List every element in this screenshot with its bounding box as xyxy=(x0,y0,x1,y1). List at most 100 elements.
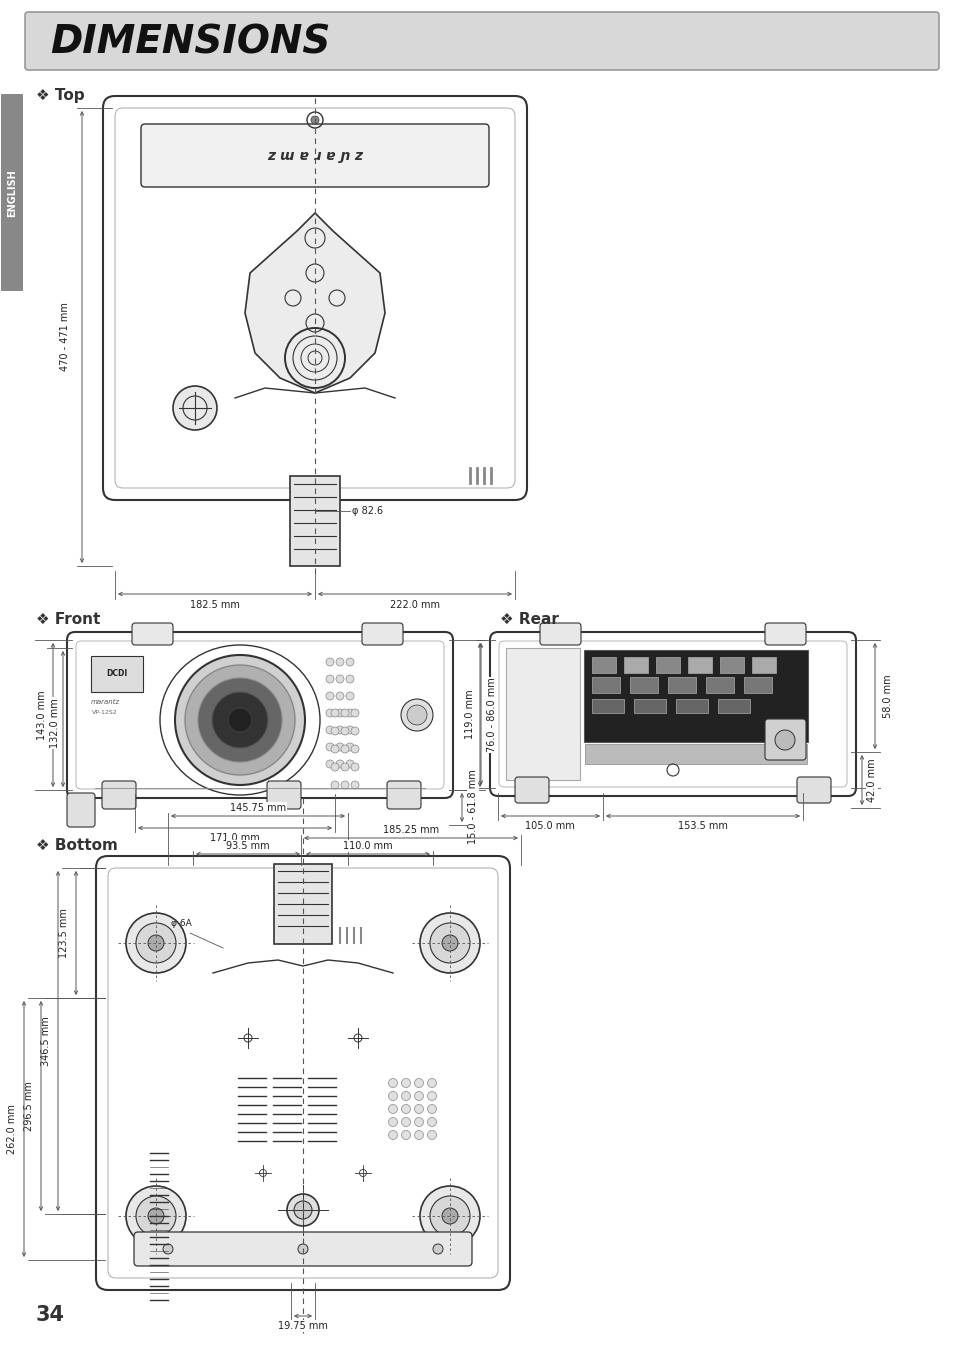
Circle shape xyxy=(346,692,354,700)
Circle shape xyxy=(198,678,282,762)
Circle shape xyxy=(401,1117,410,1127)
Text: 185.25 mm: 185.25 mm xyxy=(382,825,438,835)
Circle shape xyxy=(126,913,186,973)
Circle shape xyxy=(297,1244,308,1254)
FancyBboxPatch shape xyxy=(267,781,301,809)
FancyBboxPatch shape xyxy=(505,648,579,780)
Text: 145.75 mm: 145.75 mm xyxy=(230,802,286,813)
Circle shape xyxy=(346,725,354,734)
Circle shape xyxy=(340,781,349,789)
Circle shape xyxy=(346,709,354,717)
Circle shape xyxy=(287,1194,318,1225)
FancyBboxPatch shape xyxy=(515,777,548,802)
Circle shape xyxy=(414,1078,423,1088)
Circle shape xyxy=(407,705,427,725)
FancyBboxPatch shape xyxy=(387,781,420,809)
FancyBboxPatch shape xyxy=(67,632,453,798)
Circle shape xyxy=(346,743,354,751)
Text: 182.5 mm: 182.5 mm xyxy=(190,600,240,611)
Circle shape xyxy=(414,1105,423,1113)
Circle shape xyxy=(346,676,354,684)
FancyBboxPatch shape xyxy=(96,857,510,1290)
Circle shape xyxy=(340,709,349,717)
Circle shape xyxy=(326,658,334,666)
FancyBboxPatch shape xyxy=(592,698,623,713)
FancyBboxPatch shape xyxy=(25,12,938,70)
FancyBboxPatch shape xyxy=(629,677,658,693)
Circle shape xyxy=(414,1092,423,1101)
Text: ❖ Bottom: ❖ Bottom xyxy=(36,838,118,852)
FancyBboxPatch shape xyxy=(141,124,489,186)
Text: 346.5 mm: 346.5 mm xyxy=(41,1016,51,1066)
FancyBboxPatch shape xyxy=(743,677,771,693)
Circle shape xyxy=(335,761,344,767)
Text: 470 - 471 mm: 470 - 471 mm xyxy=(60,303,70,372)
Circle shape xyxy=(163,1244,172,1254)
Circle shape xyxy=(414,1131,423,1139)
Circle shape xyxy=(331,744,338,753)
Circle shape xyxy=(441,1208,457,1224)
Circle shape xyxy=(326,676,334,684)
Text: marantz: marantz xyxy=(91,698,119,705)
Circle shape xyxy=(388,1105,397,1113)
Circle shape xyxy=(335,692,344,700)
Circle shape xyxy=(427,1078,436,1088)
Text: 105.0 mm: 105.0 mm xyxy=(524,821,575,831)
FancyBboxPatch shape xyxy=(583,650,807,742)
FancyBboxPatch shape xyxy=(705,677,733,693)
Circle shape xyxy=(185,665,294,775)
Circle shape xyxy=(326,709,334,717)
Circle shape xyxy=(331,781,338,789)
Circle shape xyxy=(351,781,358,789)
Circle shape xyxy=(340,727,349,735)
Circle shape xyxy=(136,923,175,963)
Text: 222.0 mm: 222.0 mm xyxy=(390,600,439,611)
Circle shape xyxy=(427,1117,436,1127)
Circle shape xyxy=(351,727,358,735)
Text: ENGLISH: ENGLISH xyxy=(7,169,17,218)
Circle shape xyxy=(326,761,334,767)
FancyBboxPatch shape xyxy=(751,657,775,673)
FancyBboxPatch shape xyxy=(91,657,143,692)
Circle shape xyxy=(335,725,344,734)
FancyBboxPatch shape xyxy=(133,1232,472,1266)
Circle shape xyxy=(388,1078,397,1088)
FancyBboxPatch shape xyxy=(592,677,619,693)
FancyBboxPatch shape xyxy=(634,698,665,713)
FancyBboxPatch shape xyxy=(764,719,805,761)
Text: ❖ Front: ❖ Front xyxy=(36,612,100,627)
Circle shape xyxy=(331,709,338,717)
Text: DIMENSIONS: DIMENSIONS xyxy=(50,23,330,61)
Circle shape xyxy=(351,763,358,771)
Text: 34: 34 xyxy=(36,1305,65,1325)
Text: 143.0 mm: 143.0 mm xyxy=(37,690,47,740)
Circle shape xyxy=(419,913,479,973)
FancyBboxPatch shape xyxy=(290,476,339,566)
Text: 119.0 mm: 119.0 mm xyxy=(464,689,475,739)
Text: φ 6A: φ 6A xyxy=(171,919,192,928)
Text: 42.0 mm: 42.0 mm xyxy=(866,758,876,801)
Text: 262.0 mm: 262.0 mm xyxy=(7,1104,17,1154)
Circle shape xyxy=(388,1131,397,1139)
Circle shape xyxy=(388,1092,397,1101)
Circle shape xyxy=(335,658,344,666)
Circle shape xyxy=(326,743,334,751)
Circle shape xyxy=(326,692,334,700)
Text: VP-12S2: VP-12S2 xyxy=(92,709,118,715)
Circle shape xyxy=(294,1201,312,1219)
Circle shape xyxy=(326,725,334,734)
Text: 76.0 - 86.0 mm: 76.0 - 86.0 mm xyxy=(486,678,497,753)
Circle shape xyxy=(340,744,349,753)
Text: 296.5 mm: 296.5 mm xyxy=(24,1081,34,1131)
Circle shape xyxy=(427,1131,436,1139)
Text: 110.0 mm: 110.0 mm xyxy=(343,842,393,851)
Circle shape xyxy=(335,743,344,751)
FancyBboxPatch shape xyxy=(676,698,707,713)
FancyBboxPatch shape xyxy=(1,95,23,290)
Circle shape xyxy=(148,935,164,951)
Circle shape xyxy=(351,744,358,753)
Circle shape xyxy=(172,386,216,430)
Circle shape xyxy=(441,935,457,951)
Circle shape xyxy=(433,1244,442,1254)
FancyBboxPatch shape xyxy=(490,632,855,796)
